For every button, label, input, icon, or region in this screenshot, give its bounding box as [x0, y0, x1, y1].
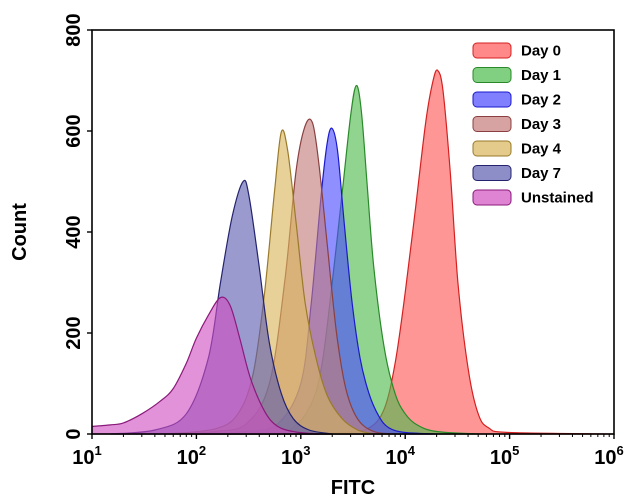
y-tick-label: 600	[63, 114, 85, 147]
legend-label: Day 0	[521, 43, 561, 60]
legend-swatch-day-7	[472, 165, 512, 181]
x-tick-label: 105	[490, 443, 519, 469]
series-area-unstained	[91, 296, 320, 435]
x-axis-title: FITC	[331, 477, 375, 499]
y-tick-label: 0	[63, 428, 85, 439]
series-layer	[91, 69, 615, 435]
legend-label: Day 2	[521, 92, 561, 109]
legend-label: Day 7	[521, 165, 561, 182]
x-tick-label: 106	[594, 443, 623, 469]
y-tick-label: 400	[63, 215, 85, 248]
legend-swatch-day-1	[472, 67, 512, 83]
legend-swatch-day-0	[472, 42, 512, 59]
legend-label: Unstained	[521, 190, 594, 207]
x-tick-label: 102	[177, 443, 206, 469]
legend: Day 0 Day 1 Day 2 Day 3 Day 4 Day 7 Unstained	[472, 42, 594, 207]
x-tick-label: 104	[385, 443, 415, 469]
legend-swatch-day-3	[472, 116, 512, 132]
tick-labels: 101 102 103 104 105 106 0 200 400 600 800	[63, 13, 624, 469]
legend-label: Day 3	[521, 116, 561, 133]
x-tick-label: 103	[281, 443, 310, 469]
legend-swatch-day-4	[472, 140, 512, 157]
legend-swatch-day-2	[472, 91, 512, 108]
legend-label: Day 1	[521, 67, 561, 84]
legend-label: Day 4	[521, 141, 562, 158]
y-tick-label: 800	[63, 13, 85, 46]
x-tick-label: 101	[72, 443, 101, 469]
legend-swatch-unstained	[472, 189, 512, 206]
y-axis-title: Count	[9, 203, 31, 261]
y-tick-label: 200	[63, 316, 85, 349]
